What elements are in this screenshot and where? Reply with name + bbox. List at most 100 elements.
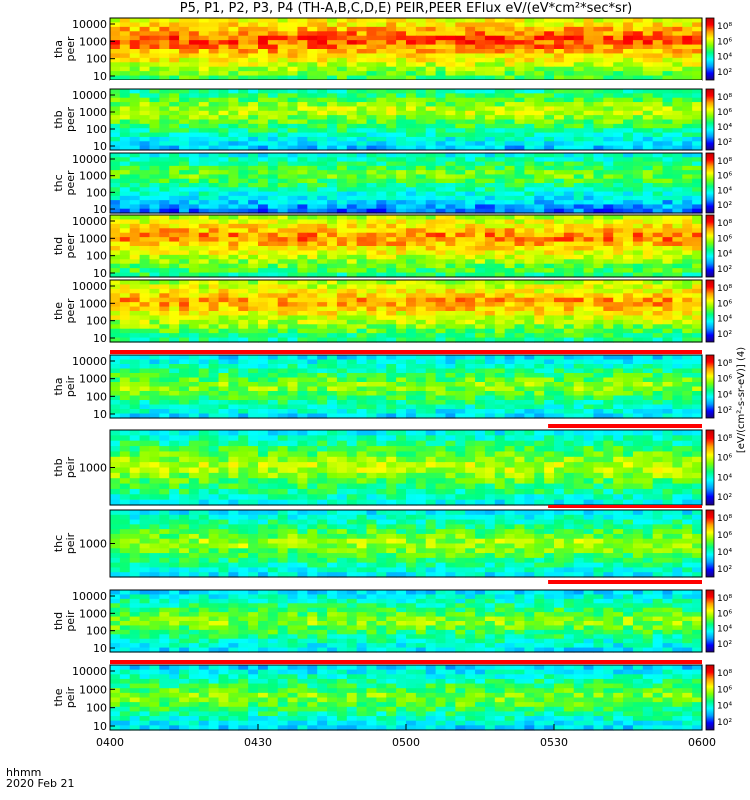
heatmap-cell <box>198 306 210 312</box>
heatmap-cell <box>406 62 417 68</box>
heatmap-cell <box>652 302 664 308</box>
heatmap-cell <box>406 324 417 330</box>
heatmap-cell <box>169 355 180 361</box>
heatmap-cell <box>524 297 535 303</box>
heatmap-cell <box>386 373 397 379</box>
heatmap-cell <box>287 364 299 370</box>
heatmap-cell <box>632 153 644 158</box>
heatmap-cell <box>415 254 427 260</box>
heatmap-cell <box>484 31 496 37</box>
heatmap-cell <box>672 297 683 303</box>
heatmap-cell <box>218 93 229 99</box>
heatmap-cell <box>159 333 170 339</box>
heatmap-cell <box>623 89 634 94</box>
heatmap-cell <box>110 315 121 321</box>
heatmap-cell <box>435 404 447 410</box>
heatmap-cell <box>662 246 673 252</box>
heatmap-cell <box>208 259 220 265</box>
heatmap-cell <box>524 136 535 142</box>
heatmap-cell <box>198 157 210 163</box>
heatmap-cell <box>583 297 595 303</box>
heatmap-cell <box>455 246 466 252</box>
heatmap-cell <box>406 110 417 116</box>
heatmap-cell <box>406 395 417 401</box>
heatmap-cell <box>169 395 180 401</box>
heatmap-cell <box>455 311 466 317</box>
heatmap-cell <box>179 315 190 321</box>
heatmap-cell <box>632 174 644 180</box>
heatmap-cell <box>573 391 585 397</box>
heatmap-cell <box>277 246 289 252</box>
heatmap-cell <box>613 359 624 365</box>
heatmap-cell <box>672 208 683 214</box>
heatmap-cell <box>228 141 239 147</box>
heatmap-cell <box>139 18 151 24</box>
heatmap-cell <box>455 123 466 129</box>
heatmap-cell <box>287 53 299 59</box>
heatmap-cell <box>494 123 506 129</box>
heatmap-cell <box>494 306 506 312</box>
heatmap-cell <box>376 324 387 330</box>
heatmap-cell <box>356 319 368 325</box>
heatmap-cell <box>169 337 180 343</box>
heatmap-cell <box>406 288 417 294</box>
heatmap-cell <box>248 297 259 303</box>
heatmap-cell <box>455 110 466 116</box>
heatmap-cell <box>307 89 318 94</box>
heatmap-cell <box>573 62 585 68</box>
heatmap-cell <box>129 373 141 379</box>
heatmap-cell <box>484 200 496 206</box>
heatmap-cell <box>198 132 210 138</box>
heatmap-cell <box>169 165 180 171</box>
heatmap-cell <box>583 208 595 214</box>
heatmap-cell <box>484 254 496 260</box>
heatmap-cell <box>692 97 703 103</box>
heatmap-cell <box>652 187 664 193</box>
heatmap-cell <box>632 145 644 151</box>
heatmap-cell <box>336 132 348 138</box>
heatmap-cell <box>386 355 397 361</box>
heatmap-cell <box>534 115 545 121</box>
heatmap-cell <box>287 359 299 365</box>
heatmap-cell <box>287 26 299 32</box>
heatmap-cell <box>662 115 673 121</box>
heatmap-cell <box>544 368 555 374</box>
heatmap-cell <box>366 71 377 77</box>
heatmap-cell <box>287 161 299 167</box>
heatmap-cell <box>248 110 259 116</box>
heatmap-cell <box>504 391 516 397</box>
heatmap-cell <box>258 241 269 247</box>
heatmap-cell <box>583 170 595 176</box>
heatmap-cell <box>455 324 466 330</box>
heatmap-cell <box>504 153 516 158</box>
heatmap-cell <box>327 115 338 121</box>
heatmap-cell <box>169 215 180 221</box>
heatmap-cell <box>336 62 348 68</box>
heatmap-cell <box>179 153 190 158</box>
heatmap-cell <box>129 102 141 108</box>
heatmap-cell <box>119 123 131 129</box>
heatmap-cell <box>603 57 614 63</box>
heatmap-cell <box>623 132 634 138</box>
heatmap-cell <box>662 22 673 28</box>
heatmap-cell <box>317 132 328 138</box>
heatmap-cell <box>593 89 604 94</box>
heatmap-cell <box>465 170 476 176</box>
heatmap-cell <box>554 223 565 229</box>
heatmap-cell <box>267 157 279 163</box>
heatmap-cell <box>593 141 604 147</box>
heatmap-cell <box>623 75 634 81</box>
heatmap-cell <box>277 157 289 163</box>
heatmap-cell <box>119 178 131 184</box>
heatmap-cell <box>119 324 131 330</box>
heatmap-cell <box>327 377 338 383</box>
heatmap-cell <box>267 219 279 225</box>
heatmap-cell <box>613 35 624 41</box>
heatmap-cell <box>573 288 585 294</box>
heatmap-cell <box>435 223 447 229</box>
heatmap-cell <box>277 223 289 229</box>
heatmap-cell <box>110 102 121 108</box>
heatmap-cell <box>465 263 476 269</box>
heatmap-cell <box>445 395 456 401</box>
heatmap-cell <box>317 297 328 303</box>
